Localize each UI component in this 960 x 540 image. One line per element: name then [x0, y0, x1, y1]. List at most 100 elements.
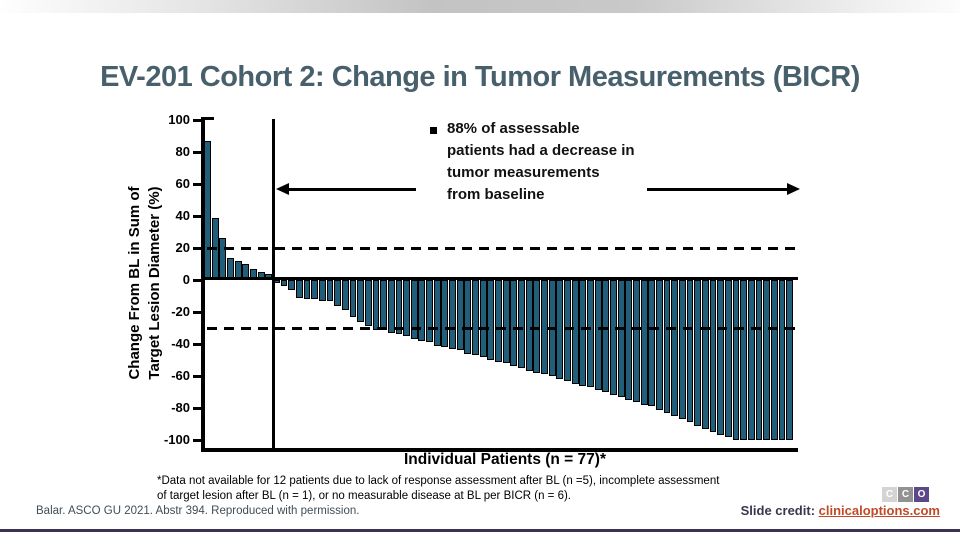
waterfall-bar	[709, 280, 717, 432]
waterfall-bar	[694, 280, 702, 426]
footer-rule	[0, 529, 960, 532]
footnote-line1: *Data not available for 12 patients due …	[157, 475, 720, 487]
waterfall-bar	[564, 280, 571, 381]
clinicaloptions-link[interactable]: clinicaloptions.com	[818, 503, 940, 518]
reference-dashed-line	[207, 246, 795, 250]
footnote: *Data not available for 12 patients due …	[157, 474, 719, 504]
waterfall-bar	[364, 280, 372, 327]
waterfall-bar	[609, 280, 617, 396]
waterfall-bar	[479, 280, 487, 357]
waterfall-bar	[311, 280, 319, 300]
y-axis-tick-label: 0	[182, 272, 190, 287]
waterfall-bar	[433, 280, 441, 346]
waterfall-bar	[303, 280, 311, 300]
waterfall-bar	[441, 280, 449, 348]
waterfall-bar	[655, 280, 663, 410]
waterfall-bar	[502, 280, 510, 364]
waterfall-bar	[472, 280, 479, 356]
waterfall-bar	[518, 280, 525, 368]
waterfall-bar	[495, 280, 502, 362]
y-axis-tick-label: -40	[171, 336, 190, 351]
y-axis-tick-label: -20	[171, 304, 190, 319]
citation: Balar. ASCO GU 2021. Abstr 394. Reproduc…	[36, 505, 360, 517]
waterfall-bar	[786, 280, 794, 440]
annotation-line: 88% of assessable	[447, 120, 580, 137]
waterfall-bar	[456, 280, 464, 351]
waterfall-bar	[701, 280, 709, 429]
waterfall-bar	[740, 280, 748, 440]
waterfall-bar	[372, 280, 380, 330]
y-axis-tick	[193, 406, 203, 410]
waterfall-bar	[418, 280, 426, 341]
y-axis-tick	[193, 214, 203, 218]
waterfall-bar	[686, 280, 694, 423]
waterfall-bar	[341, 280, 349, 311]
y-axis-tick	[193, 246, 203, 250]
y-axis-tick	[193, 310, 203, 314]
waterfall-bar	[717, 280, 725, 436]
waterfall-bar	[632, 280, 640, 402]
waterfall-bar	[602, 280, 610, 392]
waterfall-bar	[334, 280, 342, 306]
reference-dashed-line	[207, 326, 795, 330]
x-axis-title: Individual Patients (n = 77)*	[404, 451, 606, 468]
annotation-line: patients had a decrease in	[447, 142, 635, 159]
left-arrow-line	[288, 188, 416, 191]
waterfall-bar	[464, 280, 472, 354]
y-axis-tick	[193, 182, 203, 186]
y-axis-tick-label: 100	[168, 112, 190, 127]
logo-tile-c2: C	[898, 487, 913, 502]
zero-baseline	[204, 277, 798, 280]
waterfall-bar	[770, 280, 778, 440]
waterfall-bar	[288, 280, 296, 290]
y-axis-tick-label: 80	[175, 144, 190, 159]
y-axis-tick-label: -80	[171, 400, 190, 415]
waterfall-bar	[571, 280, 579, 384]
waterfall-bar	[587, 280, 594, 388]
waterfall-bar	[326, 280, 334, 301]
waterfall-bar	[349, 280, 357, 317]
waterfall-bar	[487, 280, 495, 360]
left-arrow-head-icon	[276, 183, 289, 195]
waterfall-bar	[663, 280, 671, 413]
waterfall-bar	[625, 280, 633, 400]
y-axis-tick-label: -100	[163, 432, 190, 447]
increase-decrease-divider-line	[272, 119, 275, 448]
waterfall-bar	[426, 280, 434, 343]
waterfall-bar	[778, 280, 786, 440]
waterfall-bar	[525, 280, 533, 372]
waterfall-bar	[724, 280, 732, 437]
bullet-square-icon	[430, 127, 437, 134]
annotation-block: 88% of assessable patients had a decreas…	[428, 118, 635, 206]
y-axis-tick-label: -60	[171, 368, 190, 383]
top-gradient-bar	[0, 0, 960, 13]
y-axis-line	[201, 117, 205, 451]
logo-tile-o: O	[914, 487, 929, 502]
waterfall-bar	[617, 280, 625, 397]
cco-logo: C C O	[882, 487, 929, 502]
waterfall-bar	[755, 280, 763, 440]
waterfall-bar	[204, 140, 211, 280]
waterfall-bar	[403, 280, 411, 336]
waterfall-bar	[732, 280, 740, 440]
waterfall-bar	[640, 280, 648, 405]
waterfall-bar	[671, 280, 679, 416]
waterfall-bar	[678, 280, 686, 420]
logo-tile-c1: C	[882, 487, 897, 502]
waterfall-bar	[556, 280, 564, 380]
waterfall-bar	[533, 280, 541, 373]
x-axis-bottom-line	[201, 448, 798, 452]
footnote-line2: of target lesion after BL (n = 1), or no…	[157, 490, 571, 502]
y-axis-tick	[193, 118, 203, 122]
y-axis-tick	[193, 342, 203, 346]
y-axis-tick-label: 40	[175, 208, 190, 223]
waterfall-bar	[380, 280, 388, 330]
y-axis-tick-label: 60	[175, 176, 190, 191]
y-axis-top-cap	[201, 117, 214, 120]
slide-credit: Slide credit: clinicaloptions.com	[741, 503, 940, 518]
y-axis-tick	[193, 278, 203, 282]
y-axis-tick	[193, 438, 203, 442]
waterfall-bar	[510, 280, 518, 367]
right-arrow-head-icon	[787, 183, 800, 195]
slide-title: EV-201 Cohort 2: Change in Tumor Measure…	[100, 61, 860, 94]
